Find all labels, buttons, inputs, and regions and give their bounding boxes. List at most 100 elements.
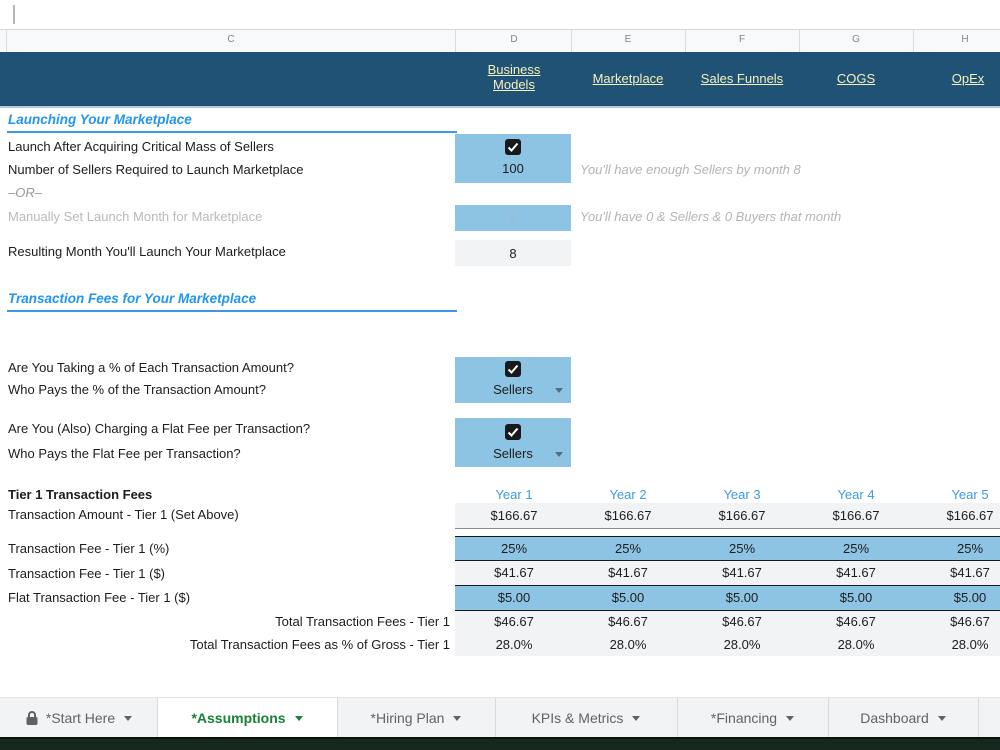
cell-value: $46.67	[836, 614, 876, 629]
checkbox-checked-icon	[505, 139, 521, 155]
column-header-e[interactable]: E	[624, 34, 632, 45]
dropdown-arrow-icon[interactable]	[555, 452, 563, 457]
tab-hiring-plan[interactable]: *Hiring Plan	[337, 698, 495, 738]
row-label-pct-question: Are You Taking a % of Each Transaction A…	[8, 360, 294, 375]
tab-kpis-metrics[interactable]: KPIs & Metrics	[495, 698, 677, 738]
tab-dropdown-arrow-icon[interactable]	[786, 715, 795, 721]
manual-month-input-cell[interactable]: 5	[455, 205, 571, 231]
cell-value: 28.0%	[495, 636, 533, 652]
tab-label: KPIs & Metrics	[531, 710, 624, 726]
row-label-amount: Transaction Amount - Tier 1 (Set Above)	[8, 507, 239, 522]
dropdown-arrow-icon[interactable]	[555, 388, 563, 393]
flat-who-dropdown[interactable]: Sellers	[493, 446, 533, 461]
column-divider	[913, 30, 914, 52]
input-cell-value[interactable]: $5.00	[839, 590, 873, 605]
input-cell-value[interactable]: $5.00	[953, 590, 987, 605]
tab-divider	[337, 698, 338, 738]
row-label-flat-dollar: Flat Transaction Fee - Tier 1 ($)	[8, 590, 191, 605]
cell-value: $41.67	[836, 565, 876, 580]
row-label-flat-who: Who Pays the Flat Fee per Transaction?	[8, 446, 241, 461]
year-header-4: Year 4	[837, 487, 875, 502]
section-underline	[7, 310, 457, 312]
sellers-note: You'll have enough Sellers by month 8	[580, 162, 801, 177]
row-label-flat-question: Are You (Also) Charging a Flat Fee per T…	[8, 421, 311, 436]
tab-financing[interactable]: *Financing	[677, 698, 828, 738]
cell-value: $166.67	[832, 507, 880, 523]
checkbox-flat-fee[interactable]	[505, 424, 521, 440]
column-divider	[455, 30, 456, 52]
cell-value: $41.67	[950, 565, 990, 580]
tab-label: *Hiring Plan	[370, 710, 445, 726]
cell-value: $166.67	[604, 507, 652, 523]
resulting-month-cell: 8	[455, 240, 571, 266]
tab-dashboard[interactable]: Dashboard	[828, 698, 978, 738]
row-band-flat-dollar: $5.00 $5.00 $5.00 $5.00 $5.00	[455, 585, 1000, 611]
tab-dropdown-arrow-icon[interactable]	[937, 715, 946, 721]
tab-start-here[interactable]: *Start Here	[0, 698, 157, 738]
tab-label: *Financing	[710, 710, 778, 726]
tab-dropdown-arrow-icon[interactable]	[124, 715, 133, 721]
row-label-total-fees: Total Transaction Fees - Tier 1	[275, 614, 450, 629]
input-cell-value[interactable]: $5.00	[497, 590, 531, 605]
or-divider: –OR–	[8, 185, 42, 200]
column-header-d[interactable]: D	[510, 34, 518, 45]
workbook-nav-band: Business Models Marketplace Sales Funnel…	[0, 52, 1000, 108]
tab-divider	[677, 698, 678, 738]
nav-link-cogs[interactable]: COGS	[836, 71, 876, 86]
tab-assumptions[interactable]: *Assumptions	[157, 698, 337, 738]
input-cell-value[interactable]: 25%	[500, 540, 528, 556]
cell-value: 28.0%	[609, 636, 647, 652]
row-label-manual-month: Manually Set Launch Month for Marketplac…	[8, 209, 263, 224]
checkbox-pct-fee[interactable]	[505, 361, 521, 377]
column-header-c[interactable]: C	[227, 34, 235, 45]
column-divider	[799, 30, 800, 52]
section-title-fees: Transaction Fees for Your Marketplace	[8, 291, 257, 306]
cell-value: $41.67	[494, 565, 534, 580]
cell-value: $166.67	[946, 507, 994, 523]
row-label-fee-pct: Transaction Fee - Tier 1 (%)	[8, 541, 170, 556]
checkbox-critical-mass[interactable]	[505, 139, 521, 155]
cell-value: $46.67	[608, 614, 648, 629]
nav-link-opex[interactable]: OpEx	[951, 71, 985, 86]
year-header-1: Year 1	[495, 487, 533, 502]
tab-divider	[495, 698, 496, 738]
year-header-3: Year 3	[723, 487, 761, 502]
nav-link-business-models[interactable]: Business Models	[487, 62, 541, 92]
pct-who-dropdown[interactable]: Sellers	[493, 382, 533, 397]
input-cell-value[interactable]: 25%	[614, 540, 642, 556]
row-band-total-fees: $46.67 $46.67 $46.67 $46.67 $46.67	[455, 611, 1000, 633]
cell-value: $46.67	[950, 614, 990, 629]
column-divider	[571, 30, 572, 52]
input-block-pct-fee: Sellers	[455, 357, 571, 403]
input-cell-value[interactable]: 25%	[728, 540, 756, 556]
tier1-title: Tier 1 Transaction Fees	[8, 487, 153, 502]
section-underline	[7, 131, 457, 133]
cell-value: $41.67	[722, 565, 762, 580]
nav-link-sales-funnels[interactable]: Sales Funnels	[700, 71, 784, 86]
column-header-g[interactable]: G	[852, 34, 860, 45]
tab-label: *Start Here	[45, 710, 116, 726]
tab-dropdown-arrow-icon[interactable]	[632, 715, 641, 721]
input-cell-value[interactable]: 25%	[842, 540, 870, 556]
manual-month-note: You'll have 0 & Sellers & 0 Buyers that …	[580, 209, 842, 224]
nav-link-marketplace[interactable]: Marketplace	[592, 71, 664, 86]
sellers-required-input[interactable]: 100	[502, 161, 524, 176]
input-cell-value[interactable]: $5.00	[725, 590, 759, 605]
sheet-tab-bar: *Start Here *Assumptions *Hiring Plan KP…	[0, 697, 1000, 738]
tab-dropdown-arrow-icon[interactable]	[453, 715, 462, 721]
column-divider	[685, 30, 686, 52]
column-header-strip: C D E F G H	[0, 30, 1000, 52]
column-header-h[interactable]: H	[961, 34, 969, 45]
column-header-f[interactable]: F	[738, 34, 746, 45]
row-label-fee-dollar: Transaction Fee - Tier 1 ($)	[8, 566, 166, 581]
row-band-total-gross: 28.0% 28.0% 28.0% 28.0% 28.0%	[455, 633, 1000, 656]
cell-value: 28.0%	[837, 636, 875, 652]
input-cell-value[interactable]: 25%	[956, 540, 984, 556]
tab-dropdown-arrow-icon[interactable]	[294, 715, 303, 721]
checkbox-checked-icon	[505, 361, 521, 377]
row-label-resulting-month: Resulting Month You'll Launch Your Marke…	[8, 244, 286, 259]
cell-value: $41.67	[608, 565, 648, 580]
input-cell-value[interactable]: $5.00	[611, 590, 645, 605]
formula-bar[interactable]	[0, 0, 1000, 30]
